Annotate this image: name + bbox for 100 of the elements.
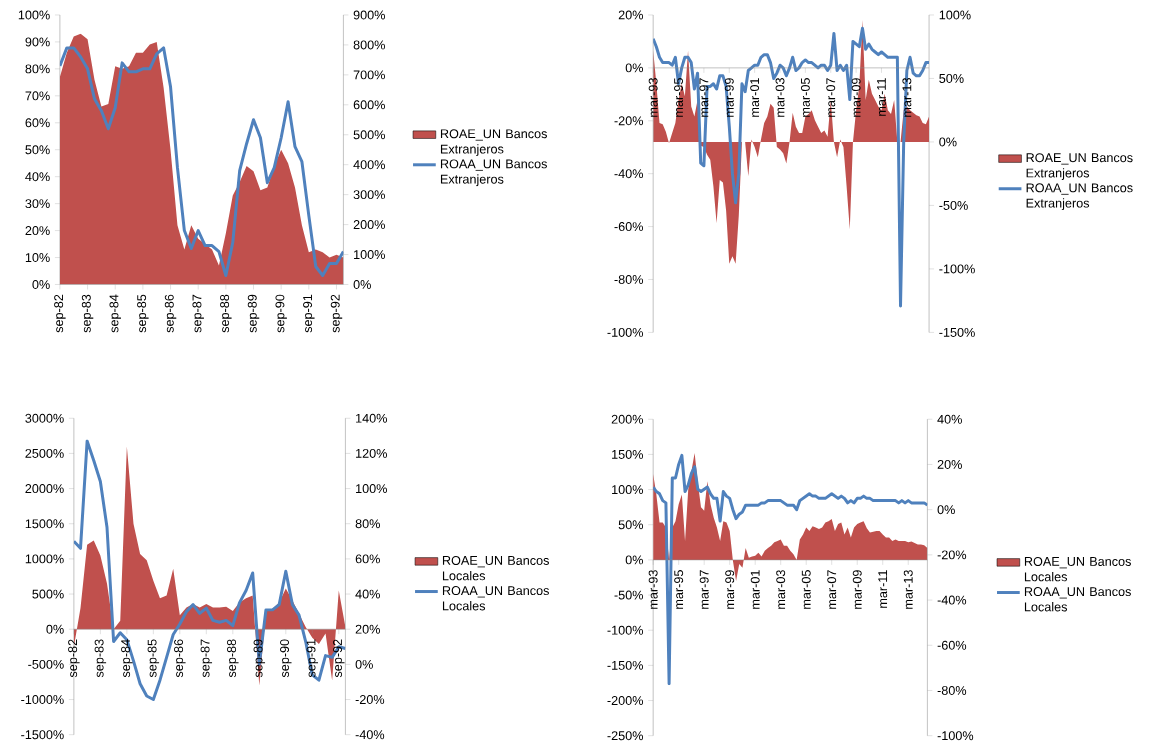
x-tick-label: sep-87 [192,294,204,333]
x-tick-label: sep-91 [306,639,319,678]
x-tick-label: sep-83 [81,294,94,333]
x-tick-label: mar-97 [699,78,709,117]
y2-tick-label: -40% [937,595,967,605]
y-tick-label: 30% [25,199,50,209]
y-tick-label: 1000% [25,554,64,564]
y-tick-label: 500% [32,589,64,599]
y2-tick-label: 100% [354,250,385,260]
x-tick-label: mar-97 [699,570,709,609]
y2-tick-label: 0% [353,280,371,290]
x-tick-label: mar-93 [648,78,658,117]
x-tick-label: mar-13 [903,570,913,609]
y2-tick-label: 120% [356,449,387,459]
y-tick-label: 100% [612,485,644,495]
y2-tick-label: -20% [355,695,385,705]
y2-tick-label: 20% [937,460,962,470]
legend-label: ROAA_UN Bancos Extranjeros [1026,183,1133,211]
x-tick-label: sep-84 [121,639,133,678]
legend-label: ROAE_UN Bancos Extranjeros [1026,153,1133,181]
x-tick-label: mar-11 [877,78,886,116]
y-tick-label: 0% [625,555,644,565]
x-tick-label: sep-87 [200,639,213,678]
legend-label: ROAA_UN Bancos Locales [442,586,549,611]
x-tick-label: mar-05 [801,570,811,609]
y-tick-label: -20% [614,116,644,126]
y-tick-label: 100% [18,10,50,20]
x-tick-label: mar-05 [800,78,810,117]
y2-tick-label: 500% [353,130,385,140]
y-tick-label: 90% [25,37,50,47]
y-tick-label: -100% [607,328,644,338]
x-tick-label: sep-90 [280,639,292,678]
x-tick-label: mar-03 [775,78,785,117]
x-tick-label: mar-99 [724,78,734,117]
x-tick-label: mar-95 [674,78,684,117]
y2-tick-label: -150% [939,328,975,338]
x-tick-label: mar-95 [674,570,684,609]
y2-tick-label: 300% [353,190,385,200]
legend-label: ROAE_UN Bancos Extranjeros [440,129,547,157]
y2-tick-label: 140% [356,413,387,423]
legend-label: ROAE_UN Bancos Locales [442,556,549,581]
x-tick-label: sep-86 [164,294,177,333]
x-tick-label: mar-99 [725,570,735,609]
y-tick-label: -40% [614,169,644,179]
y-tick-label: 50% [618,520,644,530]
y2-tick-label: 700% [353,70,385,80]
x-tick-label: sep-82 [68,639,80,678]
x-tick-label: mar-01 [750,78,760,117]
x-tick-label: mar-07 [827,570,837,609]
y-tick-label: 40% [25,172,50,182]
x-tick-label: sep-88 [220,294,232,333]
y2-tick-label: 40% [355,589,380,599]
y2-tick-label: 900% [353,10,385,20]
y2-tick-label: 80% [355,519,380,529]
y2-tick-label: -100% [937,731,974,741]
y2-tick-label: -100% [939,264,975,274]
y-tick-label: 0% [46,624,64,634]
y-tick-label: 50% [25,145,50,155]
y-tick-label: 200% [611,414,644,424]
y-tick-label: 150% [612,450,644,460]
x-tick-label: sep-85 [147,639,160,678]
x-tick-label: mar-01 [750,570,760,609]
y-tick-label: 2000% [25,484,64,494]
y-tick-label: -80% [614,275,644,285]
x-tick-label: mar-07 [826,78,836,117]
y2-tick-label: 600% [353,100,385,110]
y-tick-label: -100% [607,625,644,635]
y-tick-label: 70% [25,91,50,101]
y-tick-label: -500% [28,660,64,670]
y-tick-label: -50% [614,590,644,600]
y-tick-label: 0% [625,63,644,73]
x-tick-label: mar-09 [852,570,862,609]
x-tick-label: sep-82 [54,294,66,333]
y-tick-label: -1000% [21,695,64,705]
y2-tick-label: 0% [937,505,955,515]
y2-tick-label: -80% [937,686,967,696]
y-tick-label: 1500% [25,519,64,529]
x-tick-label: mar-09 [851,78,861,117]
y-tick-label: -200% [607,696,644,706]
y2-tick-label: 800% [353,40,385,50]
x-tick-label: mar-11 [878,570,888,609]
y2-tick-label: 200% [353,220,385,230]
y-tick-label: 60% [25,118,50,128]
y2-tick-label: 0% [355,660,373,670]
x-tick-label: sep-88 [227,639,239,678]
y2-tick-label: -50% [939,201,968,211]
legend-label: ROAA_UN Bancos Extranjeros [440,159,547,187]
x-tick-label: sep-92 [330,294,343,333]
y-tick-label: 80% [25,64,50,74]
x-tick-label: sep-90 [275,294,287,333]
y2-tick-label: -20% [937,550,967,560]
x-tick-label: mar-93 [648,570,658,609]
legend-label: ROAA_UN Bancos Locales [1024,587,1131,612]
x-tick-label: sep-86 [174,639,186,678]
x-tick-label: sep-91 [303,294,315,333]
y-tick-label: -250% [607,731,644,741]
x-tick-label: sep-83 [94,639,107,678]
y-tick-label: 0% [32,280,50,290]
x-tick-label: sep-84 [109,294,121,333]
x-tick-label: sep-92 [333,639,345,678]
